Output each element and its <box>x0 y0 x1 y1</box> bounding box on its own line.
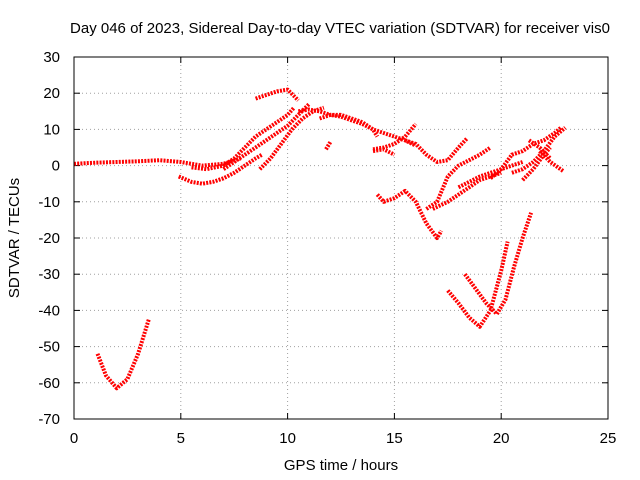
y-tick-label: -50 <box>38 339 60 356</box>
series-arc-24 <box>527 138 552 160</box>
data-series <box>73 87 567 391</box>
series-arc-6 <box>254 87 300 102</box>
series-arc-3 <box>177 152 264 186</box>
series-arc-19 <box>463 212 533 316</box>
series-arc-16 <box>431 170 502 211</box>
series-arc-10 <box>324 141 333 151</box>
x-tick-label: 25 <box>600 430 617 447</box>
axis-ticks: 0 5 10 15 20 25 30 20 10 0 -10 -20 -30 -40 -50 -60 -70 <box>38 49 616 447</box>
series-arc-20 <box>489 126 563 180</box>
series-arc-12 <box>372 147 396 157</box>
series-arc-22 <box>521 146 552 182</box>
x-tick-label: 20 <box>493 430 510 447</box>
y-tick-label: -40 <box>38 302 60 319</box>
y-tick-label: 0 <box>52 158 60 175</box>
series-arc-2 <box>95 318 151 391</box>
series-arc-18 <box>446 241 510 329</box>
series-arc-23 <box>538 149 565 173</box>
y-tick-label: -10 <box>38 194 60 211</box>
series-arc-14 <box>404 137 469 164</box>
series-arc-13 <box>375 188 444 240</box>
y-axis-label: SDTVAR / TECUs <box>6 178 23 298</box>
y-tick-label: -20 <box>38 230 60 247</box>
y-tick-label: -70 <box>38 411 60 428</box>
series-arc-15 <box>425 145 492 211</box>
x-tick-label: 10 <box>279 430 296 447</box>
x-tick-label: 0 <box>70 430 78 447</box>
grid-lines <box>74 57 608 419</box>
y-tick-label: 10 <box>43 121 60 138</box>
y-tick-label: 30 <box>43 49 60 66</box>
series-arc-17 <box>457 160 524 190</box>
x-tick-label: 5 <box>177 430 185 447</box>
y-tick-label: -60 <box>38 375 60 392</box>
plot-frame <box>73 56 609 420</box>
x-axis-label: GPS time / hours <box>284 457 398 474</box>
chart-title: Day 046 of 2023, Sidereal Day-to-day VTE… <box>70 20 610 37</box>
series-arc-1 <box>73 156 242 168</box>
series-arc-4 <box>191 106 296 172</box>
x-tick-label: 15 <box>386 430 403 447</box>
series-arc-5 <box>222 102 311 171</box>
y-tick-label: 20 <box>43 85 60 102</box>
y-tick-label: -30 <box>38 266 60 283</box>
series-arc-7 <box>258 105 325 171</box>
